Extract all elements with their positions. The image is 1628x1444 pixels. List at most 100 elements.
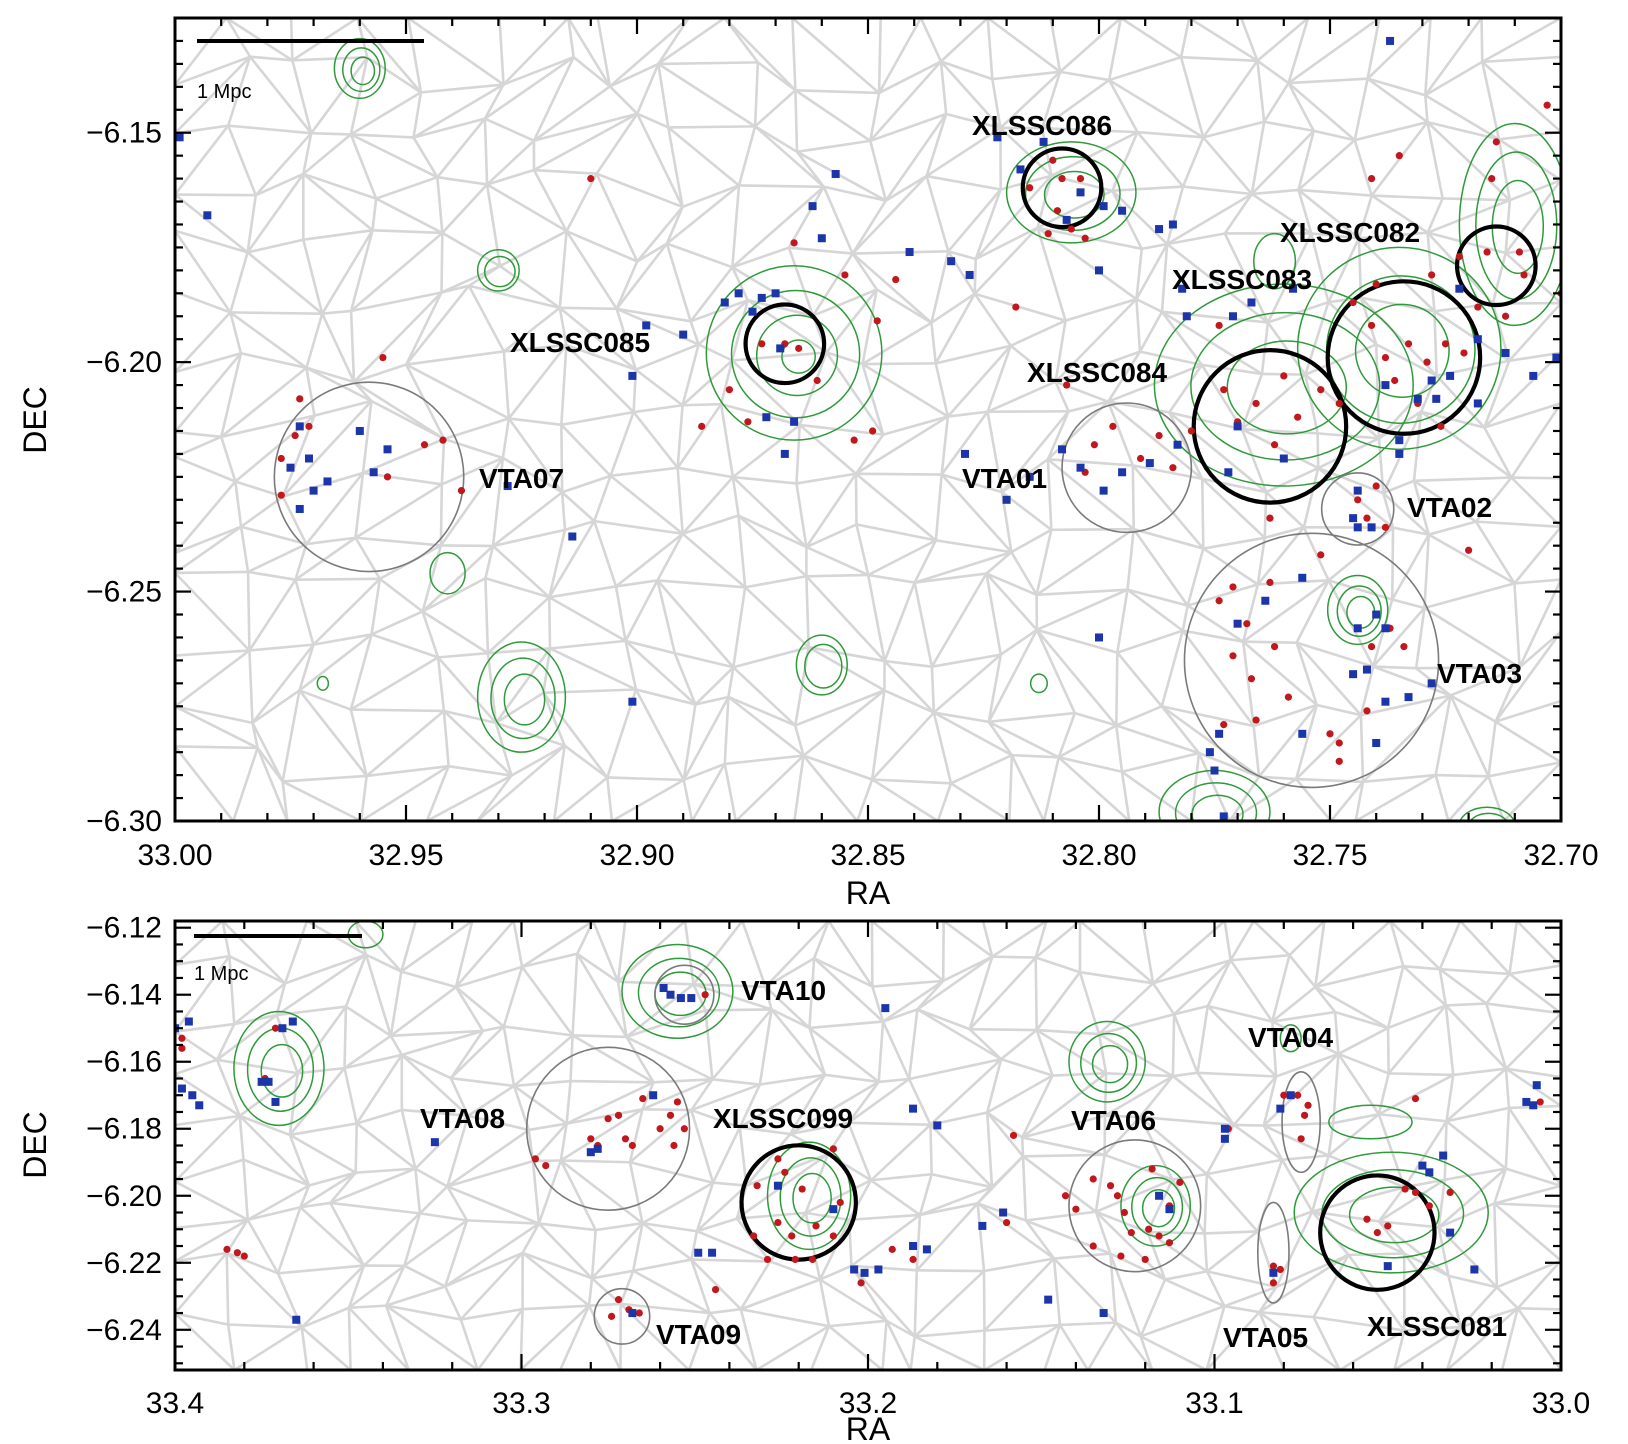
- voronoi-edge: [731, 185, 741, 268]
- bottom-y-tick-label: −6.20: [86, 1180, 162, 1213]
- voronoi-edge: [1250, 129, 1315, 195]
- voronoi-edge: [764, 921, 830, 988]
- voronoi-edge: [1480, 18, 1484, 62]
- voronoi-edge: [1493, 1168, 1508, 1204]
- voronoi-edge: [884, 659, 933, 668]
- voronoi-edge: [968, 956, 1037, 1031]
- voronoi-edge: [881, 1021, 911, 1080]
- voronoi-edge: [1311, 1210, 1405, 1255]
- voronoi-edge: [175, 455, 236, 483]
- voronoi-edge: [1233, 1123, 1264, 1127]
- red-galaxy-point: [1276, 1265, 1284, 1274]
- voronoi-edge: [974, 174, 1053, 260]
- voronoi-edge: [796, 139, 871, 154]
- voronoi-edge: [1313, 921, 1326, 988]
- voronoi-edge: [486, 183, 568, 233]
- voronoi-edge: [1435, 374, 1486, 429]
- voronoi-edge: [256, 747, 289, 821]
- voronoi-edge: [666, 242, 733, 269]
- voronoi-edge: [347, 1306, 410, 1370]
- voronoi-edge: [985, 573, 1003, 655]
- voronoi-edge: [288, 1067, 346, 1136]
- voronoi-edge: [1035, 1029, 1054, 1076]
- voronoi-edge: [175, 955, 231, 1033]
- voronoi-edge: [483, 118, 489, 185]
- red-galaxy-point: [607, 1312, 616, 1320]
- voronoi-edge: [1445, 1120, 1507, 1170]
- voronoi-edge: [855, 472, 942, 476]
- voronoi-edge: [521, 1251, 590, 1307]
- voronoi-edge: [1035, 1028, 1107, 1075]
- blue-galaxy-point: [829, 1205, 838, 1214]
- voronoi-edge: [665, 243, 692, 322]
- red-galaxy-point: [1460, 349, 1468, 357]
- voronoi-edge: [230, 311, 323, 315]
- voronoi-edge: [723, 696, 730, 764]
- voronoi-edge: [538, 1222, 596, 1232]
- voronoi-edge: [682, 696, 730, 781]
- voronoi-edge: [1420, 410, 1513, 479]
- voronoi-edge: [1310, 233, 1330, 303]
- red-galaxy-point: [1543, 101, 1551, 109]
- top-x-tick-label: 33.00: [137, 839, 212, 872]
- voronoi-edge: [615, 532, 684, 588]
- voronoi-edge: [870, 1123, 932, 1182]
- voronoi-edge: [1205, 1305, 1226, 1370]
- red-galaxy-point: [1113, 1192, 1122, 1200]
- voronoi-edge: [1514, 578, 1561, 585]
- voronoi-edge: [876, 288, 933, 324]
- voronoi-edge: [527, 1129, 535, 1162]
- bottom-blue-galaxies: [175, 984, 1541, 1324]
- voronoi-edge: [499, 264, 561, 309]
- voronoi-edge: [175, 193, 256, 197]
- blue-galaxy-point: [1529, 371, 1538, 380]
- voronoi-edge: [625, 1036, 655, 1084]
- voronoi-edge: [1495, 699, 1561, 723]
- voronoi-edge: [1035, 956, 1081, 974]
- voronoi-edge: [350, 133, 414, 139]
- red-galaxy-point: [1117, 1252, 1125, 1260]
- voronoi-edge: [405, 363, 510, 420]
- voronoi-edge: [249, 55, 313, 135]
- voronoi-edge: [629, 1109, 693, 1164]
- blue-galaxy-point: [1427, 376, 1436, 385]
- voronoi-edge: [872, 778, 952, 785]
- voronoi-edge: [1000, 1057, 1053, 1077]
- voronoi-edge: [561, 491, 596, 523]
- voronoi-edge: [232, 747, 259, 821]
- red-galaxy-point: [1176, 1178, 1184, 1186]
- blue-galaxy-point: [799, 822, 807, 830]
- voronoi-edge: [406, 18, 423, 93]
- voronoi-edge: [681, 359, 734, 407]
- red-galaxy-point: [1363, 514, 1371, 522]
- voronoi-edge: [1304, 343, 1377, 376]
- red-galaxy-point: [1148, 1165, 1156, 1173]
- top-axes: 33.00 32.95 32.90 32.85 32.80 32.75 32.7…: [17, 16, 1599, 911]
- voronoi-edge: [826, 351, 863, 366]
- voronoi-edge: [502, 351, 511, 419]
- voronoi-edge: [615, 260, 639, 310]
- voronoi-edge: [883, 689, 935, 714]
- voronoi-edge: [248, 650, 254, 723]
- voronoi-edge: [635, 343, 700, 371]
- voronoi-edge: [1223, 193, 1253, 235]
- voronoi-edge: [1353, 78, 1369, 141]
- red-galaxy-point: [656, 1125, 664, 1133]
- red-galaxy-point: [1081, 234, 1089, 242]
- voronoi-edge: [1115, 1321, 1142, 1338]
- xray-contour: [1174, 782, 1258, 821]
- voronoi-edge: [693, 983, 766, 989]
- voronoi-edge: [1111, 131, 1139, 192]
- blue-galaxy-point: [1473, 335, 1482, 344]
- voronoi-edge: [446, 1185, 469, 1222]
- voronoi-edge: [1337, 1052, 1390, 1075]
- voronoi-edge: [306, 366, 355, 384]
- blue-galaxy-point: [295, 504, 304, 513]
- voronoi-edge: [1181, 629, 1255, 727]
- top-x-tick-label: 32.75: [1292, 839, 1367, 872]
- voronoi-edge: [633, 403, 683, 414]
- voronoi-edge: [1036, 1028, 1100, 1036]
- blue-galaxy-point: [295, 422, 304, 431]
- voronoi-edge: [926, 174, 1001, 191]
- voronoi-edge: [1203, 536, 1265, 550]
